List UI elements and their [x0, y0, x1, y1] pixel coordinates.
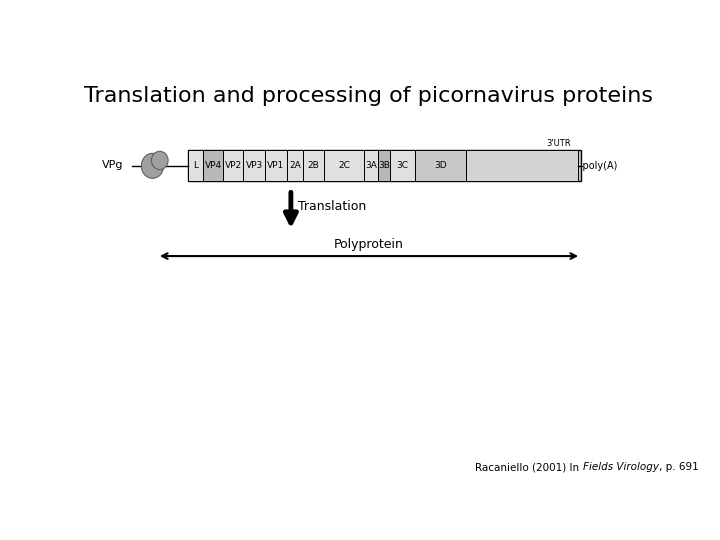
Text: 3D: 3D: [434, 161, 446, 170]
Text: 3A: 3A: [365, 161, 377, 170]
Text: Racaniello (2001) In: Racaniello (2001) In: [475, 462, 582, 472]
Ellipse shape: [151, 151, 168, 170]
Text: VP4: VP4: [204, 161, 222, 170]
Text: VP2: VP2: [225, 161, 242, 170]
Bar: [390, 150, 415, 181]
Text: Polyprotein: Polyprotein: [334, 238, 404, 251]
Bar: [324, 150, 364, 181]
Text: 3'UTR: 3'UTR: [546, 139, 571, 148]
Bar: [466, 150, 578, 181]
Text: Translation: Translation: [297, 200, 366, 213]
Text: L: L: [193, 161, 198, 170]
Text: , p. 691: , p. 691: [659, 462, 698, 472]
Bar: [265, 150, 287, 181]
Text: Translation and processing of picornavirus proteins: Translation and processing of picornavir…: [84, 85, 654, 106]
Text: VP1: VP1: [267, 161, 284, 170]
Text: 2B: 2B: [307, 161, 319, 170]
Bar: [243, 150, 265, 181]
Bar: [364, 150, 379, 181]
Bar: [379, 150, 390, 181]
Text: 3C: 3C: [397, 161, 408, 170]
Text: 2A: 2A: [289, 161, 301, 170]
Text: 3B: 3B: [378, 161, 390, 170]
Bar: [415, 150, 466, 181]
Bar: [203, 150, 223, 181]
Bar: [287, 150, 302, 181]
Bar: [188, 150, 581, 181]
Text: Fields Virology: Fields Virology: [582, 462, 659, 472]
Text: VPg: VPg: [102, 160, 124, 171]
Text: VP3: VP3: [246, 161, 263, 170]
Text: 2C: 2C: [338, 161, 350, 170]
Bar: [223, 150, 243, 181]
Bar: [188, 150, 203, 181]
Bar: [302, 150, 324, 181]
Text: -poly(A): -poly(A): [580, 160, 618, 171]
Ellipse shape: [141, 153, 163, 178]
